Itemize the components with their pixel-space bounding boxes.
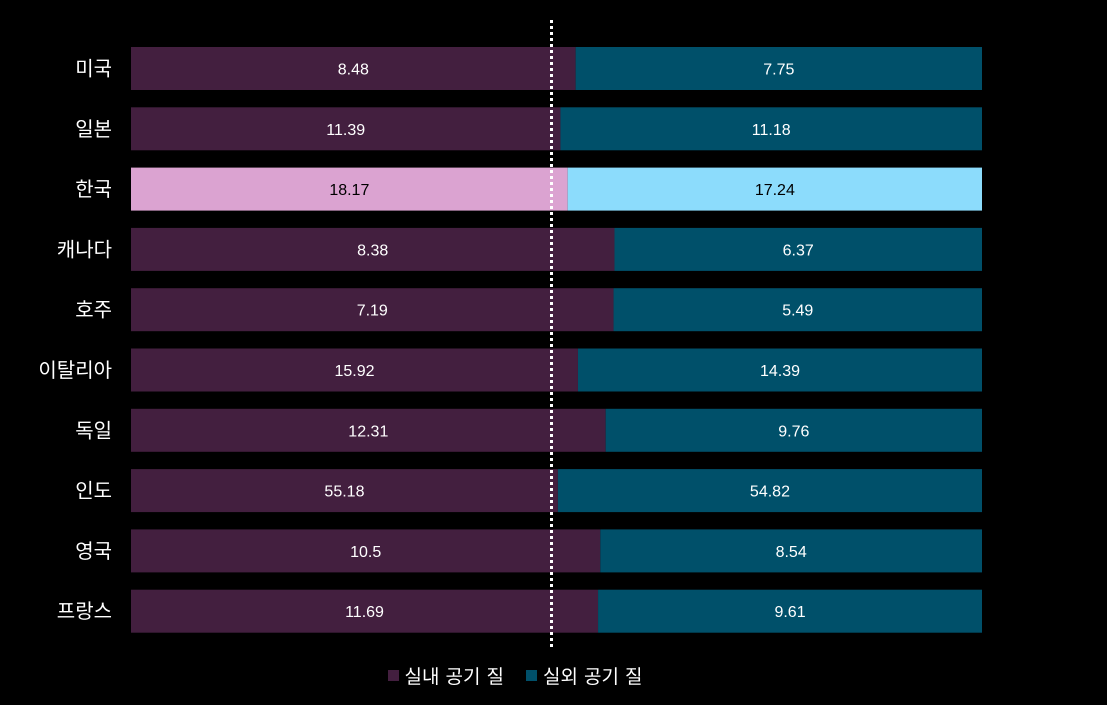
bar-indoor <box>131 47 576 90</box>
bar-outdoor <box>613 288 982 332</box>
category-label: 호주 <box>75 298 112 322</box>
data-label-indoor: 8.48 <box>338 62 369 79</box>
data-label-outdoor: 9.61 <box>774 604 805 621</box>
category-label: 독일 <box>75 418 112 442</box>
data-label-outdoor: 5.49 <box>782 303 813 320</box>
category-label: 캐나다 <box>57 237 112 261</box>
legend: 실내 공기 질 실외 공기 질 <box>0 660 1030 690</box>
bar-indoor <box>131 227 615 271</box>
category-label: 미국 <box>75 57 112 81</box>
category-label: 프랑스 <box>57 599 112 623</box>
bar-indoor <box>131 107 561 151</box>
data-label-outdoor: 6.37 <box>783 242 814 259</box>
bar-indoor <box>131 408 606 452</box>
data-label-outdoor: 7.75 <box>763 62 794 79</box>
data-label-indoor: 18.17 <box>329 182 369 199</box>
bar-outdoor <box>567 167 982 211</box>
data-label-indoor: 15.92 <box>334 363 374 380</box>
data-label-outdoor: 17.24 <box>755 182 795 199</box>
legend-item-outdoor: 실외 공기 질 <box>526 662 642 689</box>
data-label-outdoor: 8.54 <box>776 544 807 561</box>
category-label: 인도 <box>75 479 112 503</box>
plot-area: 미국 8.48 7.75 일본 11.39 11.18 한국 18.17 17.24 캐나다 8.3… <box>38 20 982 650</box>
data-label-outdoor: 11.18 <box>752 122 791 139</box>
legend-label-indoor: 실내 공기 질 <box>404 665 504 688</box>
data-label-indoor: 10.5 <box>350 544 381 561</box>
data-label-indoor: 11.39 <box>326 122 365 139</box>
legend-label-outdoor: 실외 공기 질 <box>543 665 643 688</box>
bar-indoor <box>131 469 558 513</box>
data-label-indoor: 12.31 <box>348 423 388 440</box>
data-label-outdoor: 9.76 <box>778 423 809 440</box>
bar-outdoor <box>577 348 982 392</box>
bar-indoor <box>131 589 599 633</box>
category-label: 일본 <box>75 117 112 141</box>
bar-indoor <box>131 348 578 392</box>
data-label-indoor: 11.69 <box>345 604 384 621</box>
category-label: 이탈리아 <box>38 358 112 382</box>
bar-outdoor <box>560 107 982 151</box>
category-label: 영국 <box>75 539 112 563</box>
data-label-indoor: 7.19 <box>357 303 388 320</box>
bar-indoor <box>131 167 568 211</box>
bar-outdoor <box>575 47 982 90</box>
legend-swatch-indoor <box>387 669 399 681</box>
category-label: 한국 <box>75 177 112 201</box>
data-label-indoor: 55.18 <box>324 484 364 501</box>
legend-item-indoor: 실내 공기 질 <box>387 662 504 689</box>
data-label-outdoor: 14.39 <box>760 363 800 380</box>
data-label-indoor: 8.38 <box>357 242 388 259</box>
bar-outdoor <box>600 529 982 573</box>
bar-indoor <box>131 288 614 332</box>
bar-outdoor <box>557 469 982 513</box>
bar-indoor <box>131 529 601 573</box>
legend-swatch-outdoor <box>526 669 537 681</box>
stacked-bar-chart: 미국 8.48 7.75 일본 11.39 11.18 한국 18.17 17.24 캐나다 8.3… <box>38 20 982 650</box>
data-label-outdoor: 54.82 <box>750 484 790 501</box>
bar-outdoor <box>605 408 982 452</box>
bar-outdoor <box>614 227 982 271</box>
bar-outdoor <box>598 589 982 633</box>
